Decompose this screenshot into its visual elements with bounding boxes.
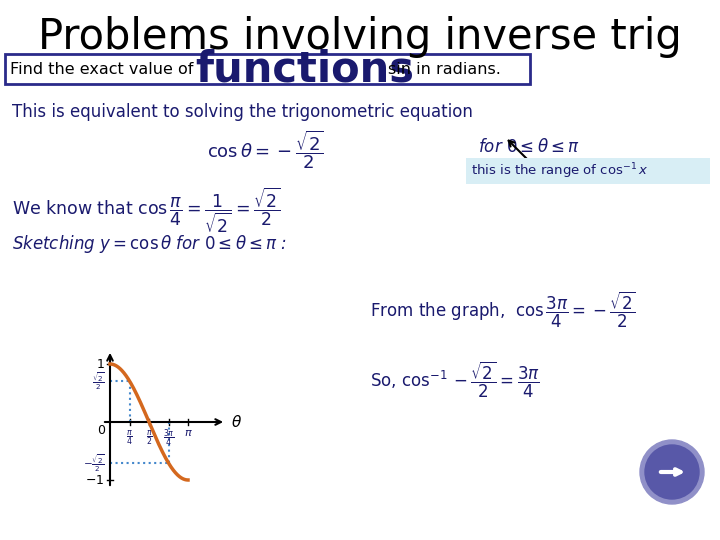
Text: $\frac{\pi}{2}$: $\frac{\pi}{2}$ bbox=[145, 428, 153, 447]
Text: functions: functions bbox=[195, 48, 414, 90]
Circle shape bbox=[645, 445, 699, 499]
FancyBboxPatch shape bbox=[5, 54, 530, 84]
Text: This is equivalent to solving the trigonometric equation: This is equivalent to solving the trigon… bbox=[12, 103, 473, 121]
Circle shape bbox=[640, 440, 704, 504]
Text: for $0 \leq \theta \leq \pi$: for $0 \leq \theta \leq \pi$ bbox=[478, 138, 580, 156]
Text: sin in radians.: sin in radians. bbox=[388, 62, 501, 77]
Text: $-1$: $-1$ bbox=[85, 474, 104, 487]
Text: From the graph,  $\cos\dfrac{3\pi}{4} = -\dfrac{\sqrt{2}}{2}$: From the graph, $\cos\dfrac{3\pi}{4} = -… bbox=[370, 290, 636, 330]
Text: Problems involving inverse trig: Problems involving inverse trig bbox=[38, 16, 682, 58]
FancyBboxPatch shape bbox=[466, 158, 710, 184]
Text: 0: 0 bbox=[97, 424, 105, 437]
Text: $-\frac{\sqrt{2}}{2}$: $-\frac{\sqrt{2}}{2}$ bbox=[84, 452, 105, 474]
Text: We know that $\cos\dfrac{\pi}{4} = \dfrac{1}{\sqrt{2}} = \dfrac{\sqrt{2}}{2}$: We know that $\cos\dfrac{\pi}{4} = \dfra… bbox=[12, 185, 281, 235]
Text: So, $\cos^{-1} -\dfrac{\sqrt{2}}{2} = \dfrac{3\pi}{4}$: So, $\cos^{-1} -\dfrac{\sqrt{2}}{2} = \d… bbox=[370, 360, 540, 400]
Text: 1: 1 bbox=[97, 357, 105, 370]
Text: $\pi$: $\pi$ bbox=[184, 428, 192, 438]
Text: Sketching $y = \cos\theta$ for $0 \leq \theta \leq \pi$ :: Sketching $y = \cos\theta$ for $0 \leq \… bbox=[12, 233, 287, 255]
Text: $\frac{\pi}{4}$: $\frac{\pi}{4}$ bbox=[126, 428, 133, 447]
Text: Find the exact value of: Find the exact value of bbox=[10, 62, 199, 77]
Text: $\frac{3\pi}{4}$: $\frac{3\pi}{4}$ bbox=[163, 428, 174, 449]
Text: $\cos\theta = -\dfrac{\sqrt{2}}{2}$: $\cos\theta = -\dfrac{\sqrt{2}}{2}$ bbox=[207, 129, 323, 171]
Text: $\frac{\sqrt{2}}{2}$: $\frac{\sqrt{2}}{2}$ bbox=[92, 370, 105, 392]
Text: $\theta$: $\theta$ bbox=[231, 414, 242, 430]
Text: this is the range of $\cos^{-1}x$: this is the range of $\cos^{-1}x$ bbox=[471, 161, 649, 181]
